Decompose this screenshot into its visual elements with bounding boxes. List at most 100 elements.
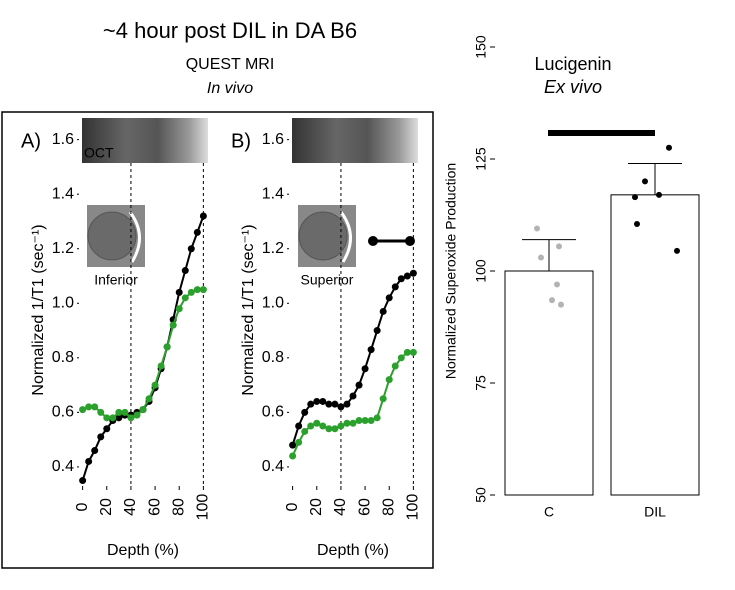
data-point <box>175 305 183 313</box>
y-tick-label: 1.2 <box>52 240 74 257</box>
x-tick-label: DIL <box>644 504 666 520</box>
data-point <box>115 408 123 416</box>
data-point <box>289 452 297 460</box>
y-tick-label: 0.6 <box>52 404 74 421</box>
y-tick-label: 0.6 <box>262 404 284 421</box>
data-point <box>403 272 411 280</box>
data-point <box>397 354 405 362</box>
data-point <box>549 297 555 304</box>
data-point <box>337 422 345 430</box>
data-point <box>361 365 369 373</box>
data-point <box>319 397 327 405</box>
data-point <box>632 194 638 201</box>
data-point <box>301 427 309 435</box>
oct-image <box>82 118 208 163</box>
data-point <box>97 408 105 416</box>
condition: In vivo <box>207 80 253 97</box>
series-line <box>82 288 204 419</box>
x-tick-label: 40 <box>122 498 139 516</box>
panel-frame <box>1 111 434 569</box>
x-tick-label: C <box>544 504 554 520</box>
data-point <box>538 254 544 261</box>
figure-title: ~4 hour post DIL in DA B6 <box>103 18 357 43</box>
data-point <box>175 288 183 296</box>
y-tick-label: 1.0 <box>262 294 284 311</box>
data-point <box>139 406 147 414</box>
data-point <box>403 348 411 356</box>
data-point <box>331 400 339 408</box>
data-point <box>367 417 375 425</box>
data-point <box>674 247 680 254</box>
y-tick-label: 0.4 <box>52 458 74 475</box>
data-point <box>642 178 648 185</box>
y-axis-label: Normalized 1/T1 (sec⁻¹) <box>240 224 257 395</box>
y-tick-label: 125 <box>473 147 489 171</box>
data-point <box>133 411 141 419</box>
data-point <box>313 419 321 427</box>
data-point <box>85 457 93 465</box>
data-point <box>361 417 369 425</box>
data-point <box>295 438 303 446</box>
data-point <box>385 376 393 384</box>
y-tick-label: 100 <box>473 259 489 283</box>
data-point <box>379 395 387 403</box>
data-point <box>97 433 105 441</box>
data-point <box>331 425 339 433</box>
data-point <box>319 422 327 430</box>
data-point <box>385 294 393 302</box>
y-tick-label: 0.8 <box>52 349 74 366</box>
method: QUEST MRI <box>186 56 275 73</box>
data-point <box>187 245 195 253</box>
data-point <box>127 414 135 422</box>
data-point <box>343 419 351 427</box>
data-point <box>85 403 93 411</box>
y-tick-label: 0.4 <box>262 458 284 475</box>
y-tick-label: 1.0 <box>52 294 74 311</box>
data-point <box>558 301 564 308</box>
data-point <box>151 381 159 389</box>
data-point <box>409 269 417 277</box>
x-tick-label: 40 <box>332 498 349 516</box>
data-point <box>157 362 165 370</box>
y-tick-label: 1.6 <box>262 131 284 148</box>
data-point <box>534 225 540 232</box>
data-point <box>634 220 640 227</box>
eye-inset <box>128 211 141 263</box>
data-point <box>313 397 321 405</box>
y-tick-label: 150 <box>473 35 489 59</box>
y-axis-label: Normalized Superoxide Production <box>443 163 459 379</box>
data-point <box>169 321 177 329</box>
data-point <box>181 294 189 302</box>
x-tick-label: 20 <box>308 498 325 516</box>
x-tick-label: 80 <box>170 498 187 516</box>
chart-subtitle: Ex vivo <box>544 77 602 97</box>
x-tick-label: 80 <box>380 498 397 516</box>
data-point <box>181 267 189 275</box>
data-point <box>397 275 405 283</box>
y-tick-label: 50 <box>473 487 489 503</box>
data-point <box>379 307 387 315</box>
data-point <box>193 228 201 236</box>
y-tick-label: 1.6 <box>52 131 74 148</box>
data-point <box>103 425 111 433</box>
data-point <box>91 447 99 455</box>
data-point <box>349 419 357 427</box>
data-point <box>79 406 87 414</box>
series-line <box>291 272 414 446</box>
annotation: Superior <box>301 272 354 288</box>
x-axis-label: Depth (%) <box>317 542 389 559</box>
data-point <box>307 422 315 430</box>
x-tick-label: 0 <box>74 502 91 511</box>
data-point <box>301 408 309 416</box>
y-tick-label: 0.8 <box>262 349 284 366</box>
y-axis-label: Normalized 1/T1 (sec⁻¹) <box>30 224 47 395</box>
data-point <box>409 348 417 356</box>
annotation: Inferior <box>94 272 138 288</box>
significance-bar <box>405 236 415 246</box>
data-point <box>554 281 560 288</box>
data-point <box>199 286 207 294</box>
data-point <box>355 381 363 389</box>
chart-title: Lucigenin <box>534 54 611 74</box>
